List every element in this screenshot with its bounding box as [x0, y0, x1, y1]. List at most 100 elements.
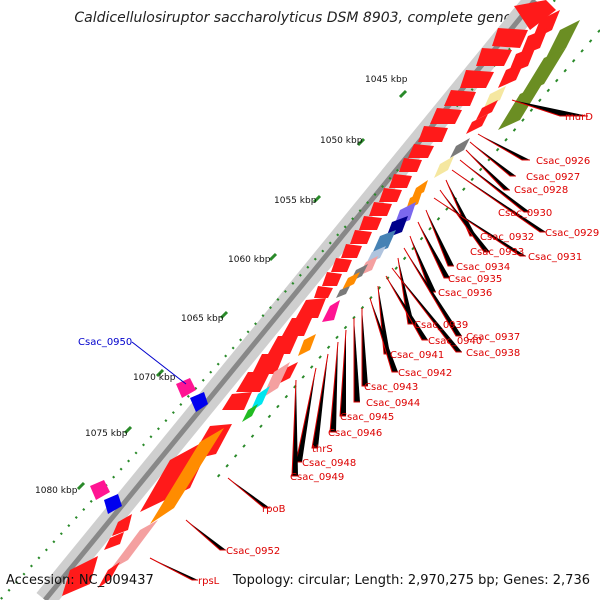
gene-arrow: [418, 126, 448, 142]
gene-arrow: [236, 372, 270, 392]
gene-label: Csac_0949: [290, 472, 344, 483]
gene-arrow: [282, 318, 312, 336]
gene-block: [176, 378, 196, 398]
gene-label: Csac_0944: [366, 398, 420, 409]
callout-line-blue: [131, 341, 187, 385]
gene-block: [150, 428, 224, 524]
gene-block: [520, 28, 548, 56]
gene-arrow: [444, 90, 476, 106]
inner-colored-track[interactable]: [98, 10, 560, 588]
gene-arrow: [476, 48, 512, 66]
gene-label: Csac_0936: [438, 288, 492, 299]
gene-block: [498, 62, 524, 88]
tick-label: 1080 kbp: [35, 486, 78, 496]
accession-text: Accession: NC_009437: [6, 573, 154, 588]
gene-arrow: [314, 286, 333, 298]
gene-block: [522, 48, 566, 94]
gene-arrow: [252, 354, 284, 374]
gene-block: [322, 300, 340, 322]
gene-arrow: [341, 244, 362, 258]
gene-label: Csac_0926: [536, 156, 590, 167]
gene-block: [278, 362, 298, 384]
gene-label: Csac_0927: [526, 172, 580, 183]
gene-arrow: [296, 298, 326, 318]
gene-label: murD: [565, 112, 593, 123]
gene-block: [434, 156, 454, 178]
gene-label: Csac_0946: [328, 428, 382, 439]
gene-label: Csac_0940: [428, 336, 482, 347]
gene-label: Csac_0932: [480, 232, 534, 243]
gene-block: [336, 286, 350, 298]
gene-block: [498, 84, 542, 130]
tick-label: 1075 kbp: [85, 429, 128, 439]
gene-label: Csac_0941: [390, 350, 444, 361]
scale-dotted-axis: [0, 0, 556, 600]
scale-ticks: [76, 89, 408, 491]
axis-side-features[interactable]: [90, 378, 208, 514]
gene-arrow: [399, 158, 422, 172]
gene-block: [546, 20, 580, 58]
gene-arrow: [268, 336, 298, 354]
gene-label: Csac_0939: [414, 320, 468, 331]
map-title: Caldicellulosiruptor saccharolyticus DSM…: [74, 10, 526, 26]
gene-block: [110, 520, 158, 570]
callout-lines: [149, 99, 588, 581]
gene-arrow: [369, 202, 392, 216]
tick-label: 1070 kbp: [133, 373, 176, 383]
tick-label: 1045 kbp: [365, 75, 408, 85]
tick-label: 1060 kbp: [228, 255, 271, 265]
genome-info-text: Topology: circular; Length: 2,970,275 bp…: [232, 573, 590, 588]
gene-label: rpsL: [198, 576, 220, 587]
gene-block: [262, 362, 290, 398]
gene-arrow: [430, 108, 462, 124]
gene-label: Csac_0929: [545, 228, 599, 239]
gene-label: Csac_0943: [364, 382, 418, 393]
gene-arrow: [322, 272, 342, 286]
gene-arrow: [331, 258, 352, 272]
gene-arrow: [379, 188, 402, 202]
outer-olive-track[interactable]: [498, 20, 580, 130]
gene-label: Csac_0945: [340, 412, 394, 423]
gene-label: Csac_0948: [302, 458, 356, 469]
gene-block: [242, 404, 258, 422]
gene-block: [412, 180, 428, 198]
gene-arrow: [408, 144, 434, 158]
tick-label: 1065 kbp: [181, 314, 224, 324]
gene-arrow: [492, 28, 528, 48]
tick-label: 1050 kbp: [320, 136, 363, 146]
gene-label: Csac_0934: [456, 262, 510, 273]
gene-block: [484, 86, 506, 108]
gene-label: Csac_0931: [528, 252, 582, 263]
gene-label: Csac_0937: [466, 332, 520, 343]
gene-label: thrS: [312, 444, 333, 455]
gene-arrow: [389, 174, 412, 188]
tick-labels: 1045 kbp 1050 kbp 1055 kbp 1060 kbp 1065…: [35, 75, 408, 496]
gene-arrow: [350, 230, 372, 244]
gene-block: [342, 272, 360, 290]
gene-arrow: [514, 0, 556, 30]
gene-block: [298, 334, 316, 356]
gene-label: Csac_0938: [466, 348, 520, 359]
gene-label: Csac_0950: [78, 337, 132, 348]
gene-block: [104, 494, 122, 514]
gene-block: [98, 562, 120, 588]
tick-label: 1055 kbp: [274, 196, 317, 206]
gene-arrow: [460, 70, 494, 88]
gene-labels: murD Csac_0926 Csac_0927 Csac_0928 Csac_…: [78, 112, 599, 587]
backbone: [36, 0, 544, 600]
gene-label: Csac_0952: [226, 546, 280, 557]
gene-block: [466, 114, 488, 134]
gene-label: Csac_0933: [470, 247, 524, 258]
gene-block: [450, 138, 470, 158]
gene-arrow: [62, 556, 98, 596]
gene-label: rpoB: [262, 504, 286, 515]
gene-block: [190, 392, 208, 412]
gene-label: Csac_0928: [514, 185, 568, 196]
gene-block: [476, 100, 498, 120]
gene-block: [372, 230, 396, 254]
gene-label: Csac_0942: [398, 368, 452, 379]
gene-block: [90, 480, 110, 500]
gene-arrow: [359, 216, 382, 230]
gene-arrow: [104, 532, 124, 550]
